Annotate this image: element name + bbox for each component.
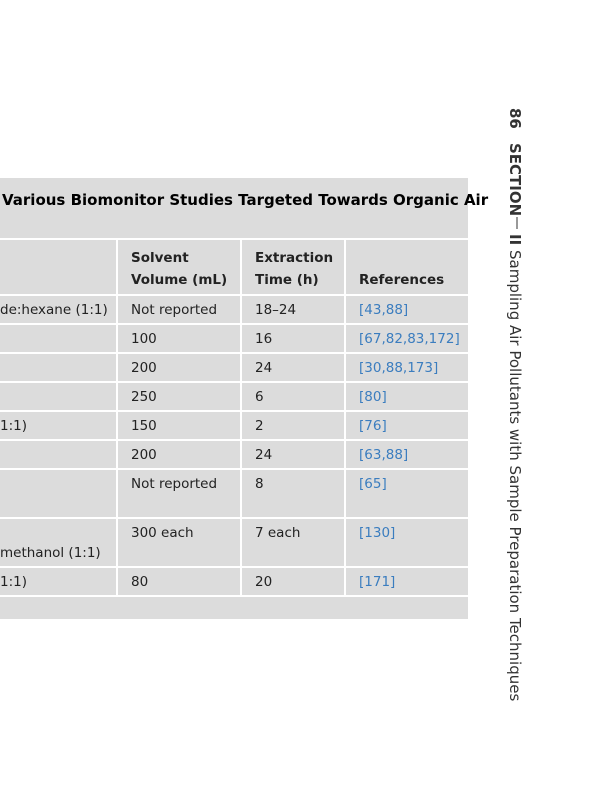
table-cell	[0, 325, 116, 352]
table-cell: 20	[242, 568, 344, 595]
section-title: Sampling Air Pollutants with Sample Prep…	[506, 250, 524, 701]
cell-text: 150	[131, 418, 157, 434]
reference-link: [63,88]	[359, 447, 409, 463]
reference-link: [30,88,173]	[359, 360, 439, 376]
cell-text: 16	[255, 331, 273, 347]
table-footer	[0, 597, 468, 619]
header-cell	[0, 240, 116, 294]
reference-link: [80]	[359, 389, 387, 405]
table-cell: 250	[118, 383, 240, 410]
table-cell: methanol (1:1)	[0, 519, 116, 566]
table-cell	[0, 441, 116, 468]
cell-text: 2	[255, 418, 264, 434]
reference-link: [76]	[359, 418, 387, 434]
table-cell: 80	[118, 568, 240, 595]
reference-link: [171]	[359, 574, 396, 590]
table-cell	[0, 470, 116, 517]
cell-text: 300 each	[131, 525, 194, 541]
table-cell	[0, 354, 116, 381]
header-text: Time (h)	[255, 272, 319, 288]
table-cell: 24	[242, 354, 344, 381]
cell-text: 250	[131, 389, 157, 405]
reference-link: [65]	[359, 476, 387, 492]
section-number: II	[506, 234, 524, 245]
cell-text: 200	[131, 360, 157, 376]
cell-text: 18–24	[255, 302, 297, 318]
cell-text: 80	[131, 574, 149, 590]
header-cell: References	[346, 240, 468, 294]
reference-link: [43,88]	[359, 302, 409, 318]
cell-text: Not reported	[131, 302, 218, 318]
reference-link: [130]	[359, 525, 396, 541]
cell-text: 24	[255, 360, 273, 376]
table-cell: 8	[242, 470, 344, 517]
cell-text: 24	[255, 447, 273, 463]
table-cell: 7 each	[242, 519, 344, 566]
reference-link: [67,82,83,172]	[359, 331, 460, 347]
table-cell: [80]	[346, 383, 468, 410]
table-cell: [30,88,173]	[346, 354, 468, 381]
table-cell: 300 each	[118, 519, 240, 566]
cell-text: methanol (1:1)	[0, 545, 101, 561]
cell-text: 7 each	[255, 525, 301, 541]
table-cell: [65]	[346, 470, 468, 517]
table-cell: 100	[118, 325, 240, 352]
cell-text: 1:1)	[0, 418, 27, 434]
table-cell: [67,82,83,172]	[346, 325, 468, 352]
table-cell: 16	[242, 325, 344, 352]
table-cell: 200	[118, 354, 240, 381]
table-cell: 18–24	[242, 296, 344, 323]
table-cell: 6	[242, 383, 344, 410]
header-text: Extraction	[255, 250, 334, 266]
table-cell: [63,88]	[346, 441, 468, 468]
header-text: References	[359, 272, 445, 288]
header-cell: Solvent Volume (mL)	[118, 240, 240, 294]
cell-text: de:hexane (1:1)	[0, 302, 108, 318]
header-text: Solvent	[131, 250, 189, 266]
table-cell: de:hexane (1:1)	[0, 296, 116, 323]
cell-text: 1:1)	[0, 574, 27, 590]
page-number: 86	[506, 108, 524, 129]
table-title: Various Biomonitor Studies Targeted Towa…	[0, 178, 488, 238]
table-cell	[0, 383, 116, 410]
table-cell: [130]	[346, 519, 468, 566]
table-cell: Not reported	[118, 470, 240, 517]
header-cell: Extraction Time (h)	[242, 240, 344, 294]
table-cell: [171]	[346, 568, 468, 595]
header-text: Volume (mL)	[131, 272, 228, 288]
cell-text: 100	[131, 331, 157, 347]
section-label: SECTION	[506, 143, 524, 216]
table-cell: [43,88]	[346, 296, 468, 323]
table-cell: 24	[242, 441, 344, 468]
cell-text: 20	[255, 574, 273, 590]
table-cell: 150	[118, 412, 240, 439]
cell-text: 6	[255, 389, 264, 405]
table-cell: 200	[118, 441, 240, 468]
cell-text: 8	[255, 476, 264, 492]
table-cell: Not reported	[118, 296, 240, 323]
table-cell: [76]	[346, 412, 468, 439]
table-cell: 2	[242, 412, 344, 439]
table-cell: 1:1)	[0, 412, 116, 439]
table-cell: 1:1)	[0, 568, 116, 595]
cell-text: Not reported	[131, 476, 218, 492]
cell-text: 200	[131, 447, 157, 463]
